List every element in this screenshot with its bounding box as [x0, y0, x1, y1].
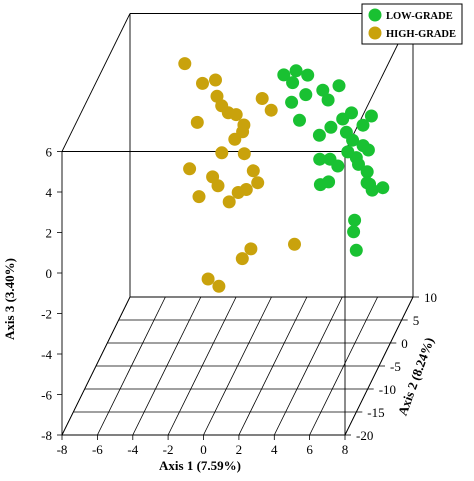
- data-point-low-grade: [286, 76, 300, 90]
- data-point-high-grade: [228, 132, 242, 146]
- data-point-high-grade: [235, 252, 249, 266]
- data-point-low-grade: [360, 165, 374, 179]
- box-edge: [61, 13, 131, 152]
- data-point-high-grade: [288, 237, 301, 251]
- data-point-high-grade: [215, 146, 229, 160]
- data-point-low-grade: [352, 157, 365, 171]
- legend-marker-low-grade: [368, 8, 382, 22]
- data-point-high-grade: [222, 195, 236, 209]
- data-point-low-grade: [332, 79, 346, 93]
- data-point-high-grade: [246, 164, 260, 178]
- data-point-low-grade: [322, 175, 336, 189]
- x-tick-label: -8: [57, 442, 68, 457]
- data-point-low-grade: [301, 68, 315, 82]
- data-point-low-grade: [313, 152, 327, 166]
- x-tick-label: 0: [200, 442, 207, 457]
- y-tick-label: 10: [424, 290, 437, 305]
- data-point-low-grade: [324, 120, 338, 134]
- data-point-high-grade: [255, 92, 269, 105]
- data-point-high-grade: [178, 57, 192, 71]
- z-tick-label: -8: [41, 428, 52, 443]
- data-point-low-grade: [349, 243, 363, 257]
- z-tick-label: 0: [46, 266, 53, 281]
- data-point-high-grade: [183, 162, 197, 176]
- data-point-high-grade: [212, 279, 226, 293]
- x-tick-label: 8: [342, 442, 349, 457]
- data-point-low-grade: [312, 128, 326, 142]
- data-point-low-grade: [289, 64, 303, 78]
- data-point-high-grade: [209, 73, 222, 87]
- y-tick-label: -20: [356, 428, 373, 443]
- x-tick-label: 4: [271, 442, 278, 457]
- data-point-high-grade: [211, 179, 225, 193]
- data-point-low-grade: [360, 176, 374, 190]
- data-point-low-grade: [321, 93, 335, 107]
- x-tick-label: -2: [163, 442, 174, 457]
- x-tick-label: 6: [306, 442, 313, 457]
- data-point-low-grade: [277, 68, 291, 82]
- y-tick-label: -10: [379, 382, 396, 397]
- data-point-high-grade: [237, 147, 251, 161]
- data-point-low-grade: [331, 159, 345, 173]
- y-tick-label: 5: [413, 313, 420, 328]
- x-tick-label: -4: [127, 442, 138, 457]
- data-point-high-grade: [251, 176, 265, 190]
- data-point-low-grade: [347, 225, 361, 239]
- data-point-high-grade: [244, 242, 258, 256]
- data-point-low-grade: [341, 145, 355, 159]
- z-tick-label: -6: [41, 388, 52, 403]
- legend-label-low-grade: LOW-GRADE: [386, 11, 453, 22]
- data-point-low-grade: [285, 95, 299, 109]
- data-point-high-grade: [190, 115, 204, 129]
- data-points: [178, 57, 390, 293]
- data-point-low-grade: [293, 113, 306, 127]
- plot-box: [61, 13, 414, 436]
- data-point-low-grade: [356, 118, 370, 132]
- data-point-low-grade: [364, 109, 378, 123]
- z-tick-label: 4: [46, 185, 53, 200]
- y-tick-label: 0: [401, 336, 408, 351]
- x-tick-label: 2: [236, 442, 243, 457]
- z-tick-label: 6: [46, 145, 53, 160]
- data-point-low-grade: [345, 106, 358, 120]
- legend-marker-high-grade: [368, 26, 382, 40]
- y-tick-label: -15: [367, 405, 384, 420]
- data-point-high-grade: [192, 190, 206, 204]
- data-point-low-grade: [361, 143, 375, 157]
- data-point-low-grade: [346, 133, 360, 147]
- data-point-high-grade: [201, 272, 215, 286]
- x-tick-label: -6: [92, 442, 103, 457]
- z-tick-label: -2: [41, 307, 52, 322]
- legend-label-high-grade: HIGH-GRADE: [386, 29, 456, 40]
- data-point-low-grade: [299, 88, 313, 102]
- z-axis-title: Axis 3 (3.40%): [2, 258, 17, 340]
- data-point-low-grade: [348, 213, 362, 227]
- data-point-high-grade: [239, 183, 253, 196]
- data-point-high-grade: [229, 108, 243, 122]
- data-point-low-grade: [376, 181, 390, 195]
- legend: LOW-GRADE HIGH-GRADE: [361, 3, 463, 45]
- x-axis-title: Axis 1 (7.59%): [159, 458, 241, 473]
- data-point-high-grade: [264, 103, 278, 117]
- legend-item-high-grade: HIGH-GRADE: [368, 26, 456, 40]
- data-point-low-grade: [316, 83, 330, 97]
- z-tick-label: 2: [46, 226, 53, 241]
- legend-item-low-grade: LOW-GRADE: [368, 8, 453, 22]
- floor-grid: [61, 296, 414, 436]
- z-tick-label: -4: [41, 347, 52, 362]
- data-point-high-grade: [196, 76, 209, 90]
- y-tick-label: -5: [390, 359, 401, 374]
